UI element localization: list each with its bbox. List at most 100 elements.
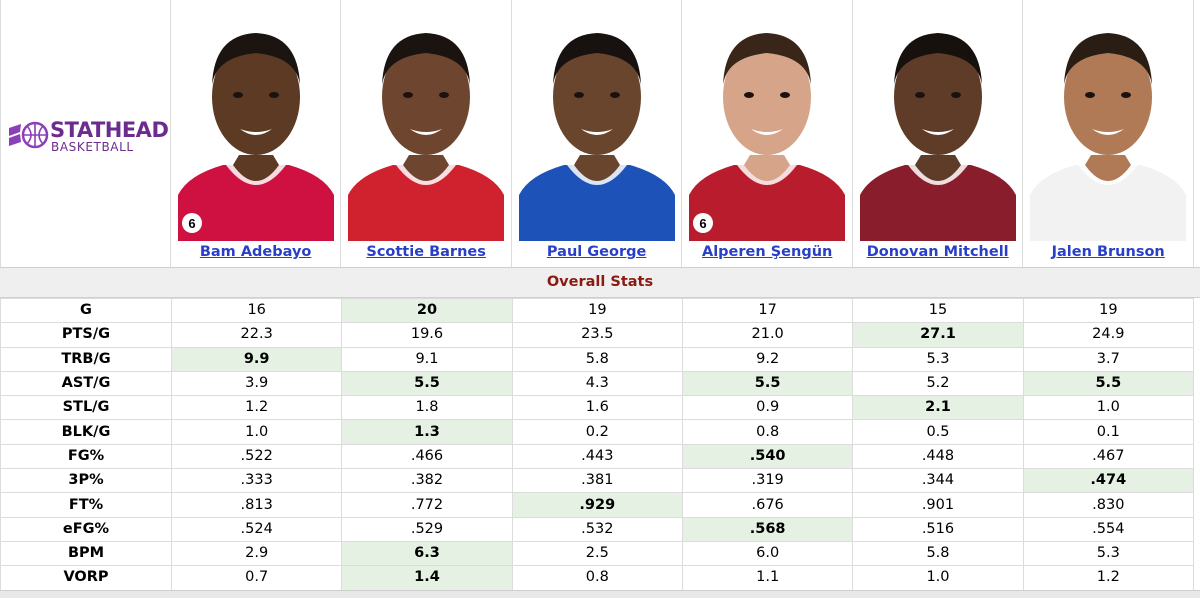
stat-value: 24.9	[1022, 322, 1195, 348]
stat-value: 1.8	[341, 395, 513, 421]
headshot-image	[518, 5, 675, 241]
stat-value: .532	[511, 516, 683, 542]
stat-row: TRB/G 9.9 9.1 5.8 9.2 5.3 3.7	[0, 346, 1195, 372]
stat-value: 19	[1022, 297, 1195, 324]
stat-value: 1.0	[852, 565, 1024, 591]
stat-value: .516	[852, 516, 1024, 542]
stat-value: 0.1	[1022, 419, 1195, 445]
stat-value: 5.5	[1022, 370, 1195, 397]
stat-value: 5.5	[341, 370, 513, 397]
stat-value: .382	[341, 468, 513, 494]
stat-label: PTS/G	[0, 322, 172, 348]
stat-label: VORP	[0, 565, 172, 591]
stat-value: 15	[852, 297, 1024, 324]
stat-value: 9.2	[681, 346, 854, 372]
headshot-image: 6	[689, 5, 846, 241]
stat-row: 3P% .333.382.381.319.344.474	[0, 468, 1195, 494]
stat-value: .466	[341, 443, 513, 470]
stats-table: G 16 20 19 17 15 19 PTS/G 22.3 19.6 23.5 21.0 27.1 24…	[0, 297, 1195, 591]
stat-label: BPM	[0, 540, 172, 567]
stat-value: .448	[852, 443, 1024, 470]
stat-row: PTS/G 22.3 19.6 23.5 21.0 27.1 24.9	[0, 322, 1195, 348]
stat-value: 27.1	[852, 322, 1024, 348]
headshot-image: 6	[177, 5, 334, 241]
stat-value: 19	[511, 297, 683, 324]
stat-value: 21.0	[681, 322, 854, 348]
player-headshot	[859, 5, 1016, 241]
headshot-image	[348, 5, 505, 241]
stat-value: 2.1	[852, 395, 1024, 421]
stat-value: .443	[511, 443, 683, 470]
stat-value: 5.3	[852, 346, 1024, 372]
stat-value: .524	[170, 516, 343, 542]
stat-label: STL/G	[0, 395, 172, 421]
player-cell: Paul George	[512, 0, 683, 267]
stat-label: AST/G	[0, 370, 172, 397]
stat-value: 3.9	[170, 370, 343, 397]
player-headshot: 6	[689, 5, 846, 241]
logo-cell: STATHEAD BASKETBALL	[1, 0, 171, 267]
stat-label: FT%	[0, 492, 172, 518]
stat-value: 9.1	[341, 346, 513, 372]
svg-text:6: 6	[188, 216, 195, 231]
stat-value: 0.7	[170, 565, 343, 591]
stat-value: 1.1	[681, 565, 854, 591]
player-header-row: STATHEAD BASKETBALL 6 Bam Adebayo Scottie …	[0, 0, 1194, 267]
player-name-link[interactable]: Alperen Şengün	[701, 244, 833, 260]
stat-value: 4.3	[511, 370, 683, 397]
stat-value: .467	[1022, 443, 1195, 470]
player-name-link[interactable]: Paul George	[546, 244, 647, 260]
stat-value: .813	[170, 492, 343, 518]
stat-value: 0.8	[681, 419, 854, 445]
stat-value: 0.5	[852, 419, 1024, 445]
stat-row: BPM 2.9 6.3 2.5 6.0 5.8 5.3	[0, 540, 1195, 567]
stat-row: eFG% .524.529.532.568.516.554	[0, 516, 1195, 542]
player-name-link[interactable]: Donovan Mitchell	[866, 244, 1009, 260]
player-name-link[interactable]: Scottie Barnes	[366, 244, 486, 260]
stat-label: G	[0, 297, 172, 324]
stat-value: 6.3	[341, 540, 513, 567]
stat-value: .929	[511, 492, 683, 518]
player-cell: Scottie Barnes	[341, 0, 512, 267]
stat-value: 5.2	[852, 370, 1024, 397]
player-headshot	[1030, 5, 1187, 241]
logo-wordmark: STATHEAD	[50, 118, 169, 142]
stat-value: 22.3	[170, 322, 343, 348]
basketball-logo-icon	[9, 121, 49, 149]
stat-value: .554	[1022, 516, 1195, 542]
stat-value: .319	[681, 468, 854, 494]
stat-value: 5.5	[681, 370, 854, 397]
logo-subtext: BASKETBALL	[51, 140, 134, 154]
stat-value: 19.6	[341, 322, 513, 348]
stat-value: 5.3	[1022, 540, 1195, 567]
stat-value: 9.9	[170, 346, 343, 372]
stat-label: 3P%	[0, 468, 172, 494]
stat-value: .474	[1022, 468, 1195, 494]
stat-value: 2.5	[511, 540, 683, 567]
stat-row: STL/G 1.2 1.8 1.6 0.9 2.1 1.0	[0, 395, 1195, 421]
stat-value: .529	[341, 516, 513, 542]
stat-value: 0.8	[511, 565, 683, 591]
stat-row: FG% .522.466.443.540.448.467	[0, 443, 1195, 470]
headshot-image	[1030, 5, 1187, 241]
stat-value: 1.2	[170, 395, 343, 421]
stat-value: .381	[511, 468, 683, 494]
headshot-image	[859, 5, 1016, 241]
stat-value: 1.4	[341, 565, 513, 591]
stat-label: eFG%	[0, 516, 172, 542]
stat-row: VORP 0.7 1.4 0.8 1.1 1.0 1.2	[0, 565, 1195, 591]
stat-value: .568	[681, 516, 854, 542]
stat-value: 5.8	[511, 346, 683, 372]
stat-value: .901	[852, 492, 1024, 518]
player-cell: 6 Bam Adebayo	[171, 0, 342, 267]
stat-value: 16	[170, 297, 343, 324]
player-name-link[interactable]: Jalen Brunson	[1051, 244, 1165, 260]
stat-value: .522	[170, 443, 343, 470]
stat-value: 3.7	[1022, 346, 1195, 372]
stat-value: 0.9	[681, 395, 854, 421]
svg-text:6: 6	[700, 216, 707, 231]
player-name-link[interactable]: Bam Adebayo	[199, 244, 312, 260]
player-headshot: 6	[177, 5, 334, 241]
stathead-logo[interactable]: STATHEAD BASKETBALL	[7, 116, 169, 156]
player-headshot	[518, 5, 675, 241]
